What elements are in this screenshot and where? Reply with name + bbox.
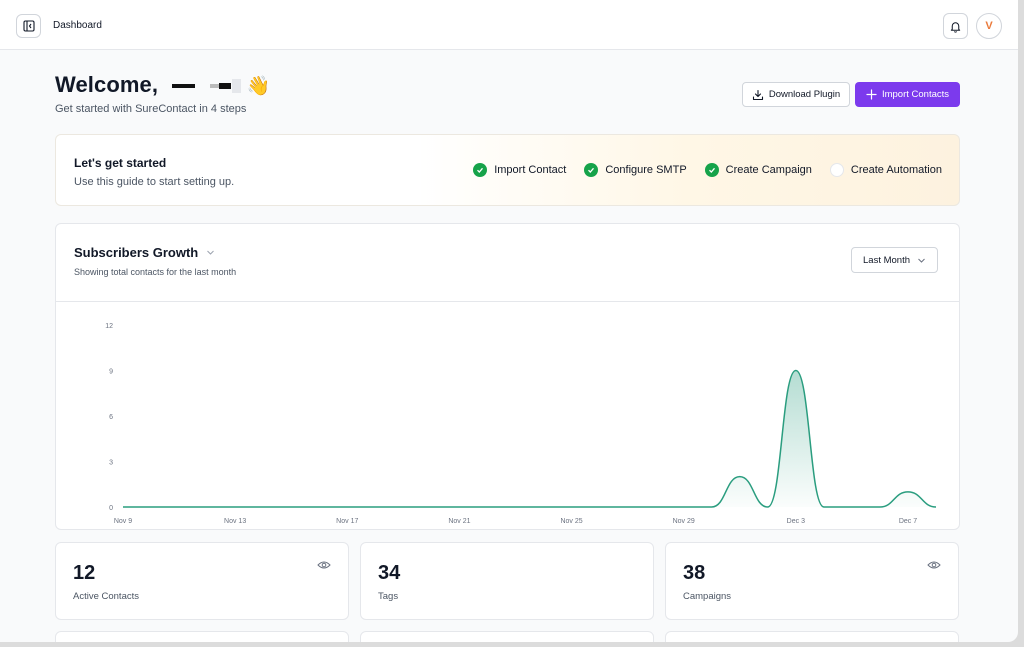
stat-label: Tags [378,591,399,602]
step-create-automation[interactable]: Create Automation [829,163,942,177]
guide-title: Let's get started [74,156,167,170]
stat-label: Campaigns [683,591,732,602]
guide-subtitle: Use this guide to start setting up. [74,176,235,188]
x-tick-label: Nov 13 [224,518,246,525]
setup-steps: Import Contact Configure SMTP Create Cam… [473,163,942,177]
y-tick-label: 0 [109,505,113,512]
check-circle-icon [704,163,719,177]
stat-card[interactable] [55,631,349,642]
notifications-button[interactable] [943,13,968,39]
chevron-down-icon [207,250,215,255]
stat-card[interactable] [360,631,654,642]
stat-card-active-contacts[interactable]: 12 Active Contacts [55,542,349,620]
y-tick-label: 9 [109,369,113,376]
y-tick-label: 6 [109,414,113,421]
welcome-subtitle: Get started with SureContact in 4 steps [55,103,247,115]
subscribers-growth-card: Subscribers Growth Showing total contact… [55,223,960,530]
y-tick-label: 3 [109,460,113,467]
x-tick-label: Nov 17 [336,518,358,525]
welcome-text: Welcome, [55,72,159,97]
x-tick-label: Nov 9 [114,518,132,525]
eye-icon[interactable] [317,560,331,570]
stat-card-tags[interactable]: 34 Tags [360,542,654,620]
download-plugin-button[interactable]: Download Plugin [742,82,850,107]
plus-icon [866,89,877,100]
check-circle-icon [584,163,599,177]
user-avatar[interactable]: V [976,13,1002,39]
stat-card[interactable] [665,631,959,642]
stat-value: 34 [378,562,401,584]
getting-started-card: Let's get started Use this guide to star… [55,134,960,206]
step-configure-smtp[interactable]: Configure SMTP [584,163,687,177]
redacted-name [172,72,241,98]
chart-subtitle: Showing total contacts for the last mont… [74,267,237,277]
top-bar: Dashboard V [0,0,1018,50]
stat-value: 12 [73,562,96,584]
x-tick-label: Nov 29 [673,518,695,525]
download-icon [752,89,763,100]
y-tick-label: 12 [105,323,113,330]
date-range-select[interactable]: Last Month [851,247,938,273]
welcome-heading: Welcome, 👋 [55,72,271,98]
step-import-contact[interactable]: Import Contact [473,163,566,177]
bell-icon [950,21,961,33]
divider [56,301,959,302]
import-contacts-label: Import Contacts [881,89,950,100]
sidebar-collapse-icon [22,20,35,32]
x-tick-label: Dec 3 [787,518,805,525]
chart-title[interactable]: Subscribers Growth [74,245,215,260]
stat-card-campaigns[interactable]: 38 Campaigns [665,542,959,620]
download-plugin-label: Download Plugin [768,89,841,100]
stat-label: Active Contacts [73,591,139,602]
import-contacts-button[interactable]: Import Contacts [855,82,960,107]
x-tick-label: Nov 21 [448,518,470,525]
empty-circle-icon [829,163,844,177]
step-label: Create Automation [850,164,942,176]
date-range-value: Last Month [863,254,910,266]
step-label: Configure SMTP [605,164,687,176]
chart-title-text: Subscribers Growth [74,245,199,260]
stat-value: 38 [683,562,706,584]
sidebar-toggle-button[interactable] [16,14,41,38]
step-label: Import Contact [494,164,567,176]
check-circle-icon [473,163,488,177]
step-label: Create Campaign [725,164,812,176]
page-title: Dashboard [53,20,102,31]
x-tick-label: Nov 25 [560,518,582,525]
wave-emoji: 👋 [246,75,271,97]
chevron-down-icon [918,258,925,263]
series-line [123,369,937,508]
subscribers-growth-chart: 0 3 6 9 12 Nov 9 Nov 13 Nov 17 Nov 21 Nov 25 Nov 2… [105,323,937,525]
eye-icon[interactable] [927,560,941,570]
step-create-campaign[interactable]: Create Campaign [704,163,812,177]
x-tick-label: Dec 7 [899,518,917,525]
series-area [123,370,936,507]
